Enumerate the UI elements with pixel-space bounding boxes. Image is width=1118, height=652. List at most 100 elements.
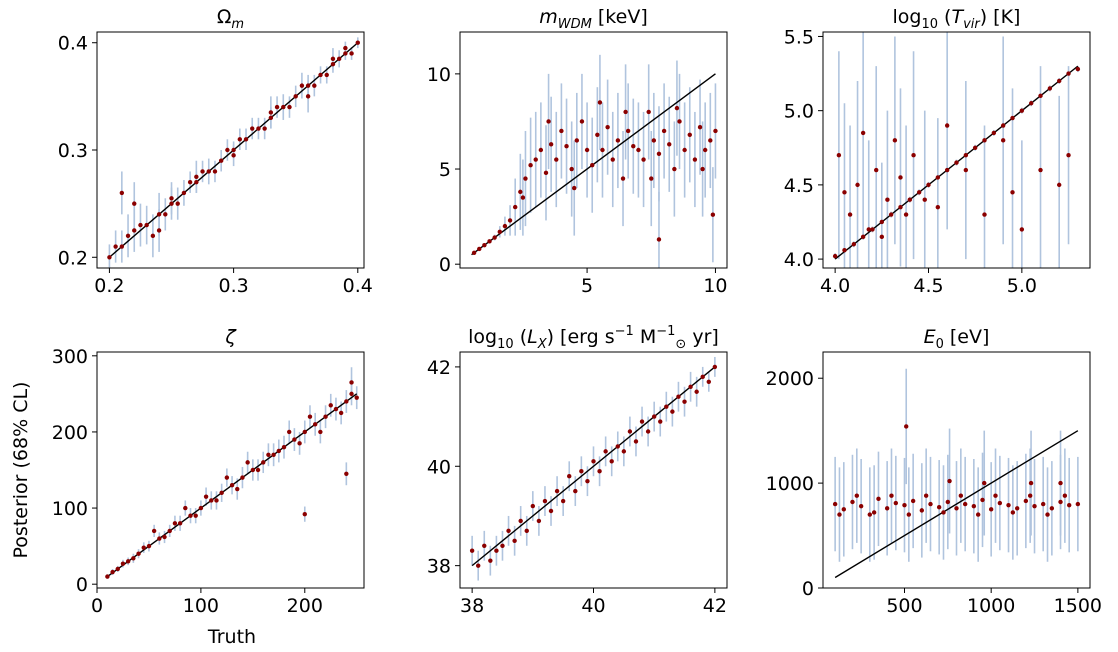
- data-point: [923, 493, 929, 498]
- data-point: [175, 201, 180, 206]
- data-point: [579, 469, 584, 474]
- data-point: [287, 104, 292, 110]
- y-tick-label: 0: [439, 254, 451, 276]
- data-point: [885, 197, 890, 202]
- data-point: [898, 204, 903, 210]
- y-tick-label: 200: [52, 422, 88, 444]
- data-point: [1006, 502, 1011, 508]
- data-point: [209, 498, 214, 503]
- data-point: [836, 152, 842, 158]
- data-point: [299, 83, 305, 88]
- data-point: [338, 410, 344, 416]
- x-tick-label: 0: [91, 595, 103, 617]
- data-point: [198, 505, 204, 511]
- data-point: [507, 218, 513, 223]
- data-point: [855, 182, 860, 188]
- data-point: [305, 83, 311, 88]
- data-point: [584, 147, 590, 153]
- data-point: [271, 452, 276, 457]
- data-point: [492, 235, 497, 240]
- y-tick-label: 0: [802, 578, 814, 600]
- data-point: [1038, 167, 1043, 173]
- data-point: [167, 528, 172, 534]
- data-point: [1075, 501, 1081, 507]
- data-point: [512, 538, 517, 543]
- data-point: [245, 460, 250, 465]
- data-point: [842, 247, 847, 253]
- data-point: [218, 158, 224, 163]
- data-point: [692, 157, 698, 162]
- data-point: [1023, 498, 1029, 504]
- data-point: [302, 429, 307, 435]
- data-point: [993, 493, 998, 498]
- x-tick-label: 200: [287, 595, 323, 617]
- data-point: [988, 507, 994, 512]
- data-point: [597, 100, 603, 105]
- data-point: [676, 394, 681, 399]
- data-point: [603, 449, 608, 454]
- data-point: [590, 163, 595, 168]
- data-point: [1075, 66, 1081, 72]
- data-point: [523, 176, 528, 181]
- data-point: [667, 142, 672, 147]
- subplot-5: 38 40 42 38 40 42 log10 (LX) [erg s−1 M−1⊙ yr]: [427, 324, 728, 617]
- y-tick-label: 42: [427, 357, 451, 379]
- data-point: [256, 126, 261, 131]
- x-tick-label: 0.3: [218, 275, 248, 297]
- y-tick-label: 300: [52, 346, 88, 368]
- data-point: [658, 419, 663, 424]
- data-point: [954, 160, 959, 165]
- data-point: [573, 488, 578, 494]
- data-point: [694, 389, 699, 394]
- data-point: [595, 132, 600, 137]
- data-point: [502, 223, 508, 229]
- data-point: [682, 399, 687, 404]
- data-point: [237, 137, 243, 142]
- data-point: [312, 83, 317, 88]
- data-point: [560, 498, 566, 504]
- data-point: [225, 147, 230, 153]
- data-point: [293, 94, 298, 99]
- data-point: [119, 244, 125, 249]
- data-point: [712, 364, 718, 370]
- data-point: [110, 569, 115, 575]
- data-point: [954, 506, 959, 511]
- data-point: [997, 500, 1003, 506]
- data-point: [971, 503, 977, 509]
- data-point: [664, 404, 669, 409]
- data-point: [656, 237, 662, 242]
- data-point: [1038, 93, 1043, 99]
- x-tick-label: 1500: [1054, 595, 1102, 617]
- data-point: [649, 176, 654, 181]
- data-point: [524, 528, 529, 534]
- data-point: [1028, 101, 1034, 106]
- data-point: [935, 204, 941, 210]
- data-point: [625, 128, 631, 134]
- data-point: [512, 204, 518, 210]
- data-point: [194, 174, 199, 180]
- identity-line: [471, 366, 716, 567]
- plot-area: [471, 54, 718, 268]
- data-point: [688, 384, 693, 389]
- data-point: [150, 233, 156, 239]
- x-tick-label: 5.0: [1007, 275, 1037, 297]
- subplot-title: Ωm: [217, 6, 244, 32]
- data-point: [330, 56, 336, 62]
- data-point: [708, 138, 713, 143]
- data-point: [919, 508, 925, 513]
- data-point: [945, 499, 951, 505]
- data-point: [893, 500, 899, 506]
- data-point: [520, 195, 526, 200]
- data-point: [125, 233, 131, 239]
- data-point: [125, 559, 131, 564]
- data-point: [157, 536, 162, 541]
- data-point: [231, 147, 236, 153]
- subplot-title: log10 (LX) [erg s−1 M−1⊙ yr]: [468, 324, 719, 352]
- y-tick-label: 5.0: [784, 101, 814, 123]
- data-point: [567, 474, 572, 479]
- plot-area: [832, 32, 1081, 268]
- data-point: [333, 406, 339, 412]
- y-tick-label: 2000: [766, 368, 814, 390]
- data-point: [700, 374, 705, 380]
